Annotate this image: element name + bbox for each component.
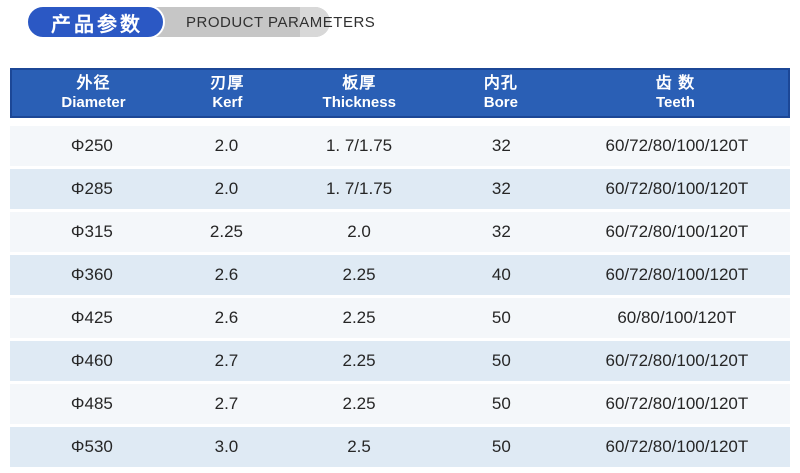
column-header-label-zh: 齿 数 bbox=[655, 74, 696, 92]
table-row: Φ460 2.7 2.25 50 60/72/80/100/120T bbox=[10, 341, 790, 381]
cell-thickness: 1. 7/1.75 bbox=[325, 136, 393, 155]
cell-diameter: Φ460 bbox=[70, 351, 113, 370]
column-header-bore: 内孔 Bore bbox=[439, 70, 563, 116]
cell-teeth: 60/72/80/100/120T bbox=[605, 222, 749, 241]
cell-bore: 50 bbox=[491, 351, 511, 370]
table-row: Φ250 2.0 1. 7/1.75 32 60/72/80/100/120T bbox=[10, 126, 790, 166]
cell-kerf: 2.7 bbox=[214, 394, 239, 413]
cell-teeth: 60/72/80/100/120T bbox=[605, 394, 749, 413]
cell-bore: 50 bbox=[491, 437, 511, 456]
cell-diameter: Φ250 bbox=[70, 136, 113, 155]
cell-kerf: 3.0 bbox=[214, 437, 239, 456]
cell-bore: 32 bbox=[491, 222, 511, 241]
cell-kerf: 2.6 bbox=[214, 308, 239, 327]
cell-diameter: Φ360 bbox=[70, 265, 113, 284]
cell-teeth: 60/80/100/120T bbox=[617, 308, 737, 327]
cell-thickness: 2.25 bbox=[342, 351, 376, 370]
cell-thickness: 2.25 bbox=[342, 394, 376, 413]
cell-bore: 40 bbox=[491, 265, 511, 284]
cell-kerf: 2.6 bbox=[214, 265, 239, 284]
page-title-english: PRODUCT PARAMETERS bbox=[186, 13, 376, 31]
cell-kerf: 2.0 bbox=[214, 136, 239, 155]
column-header-kerf: 刃厚 Kerf bbox=[175, 70, 280, 116]
title-gray-pill-cap bbox=[300, 7, 330, 37]
cell-diameter: Φ530 bbox=[70, 437, 113, 456]
cell-thickness: 2.5 bbox=[347, 437, 371, 456]
column-header-label-zh: 板厚 bbox=[342, 74, 377, 92]
cell-teeth: 60/72/80/100/120T bbox=[605, 351, 749, 370]
cell-kerf: 2.0 bbox=[214, 179, 239, 198]
cell-teeth: 60/72/80/100/120T bbox=[605, 179, 749, 198]
cell-diameter: Φ425 bbox=[70, 308, 113, 327]
column-header-label-en: Diameter bbox=[61, 93, 126, 111]
table-body: Φ250 2.0 1. 7/1.75 32 60/72/80/100/120T … bbox=[10, 126, 790, 467]
cell-thickness: 2.0 bbox=[347, 222, 371, 241]
column-header-thickness: 板厚 Thickness bbox=[280, 70, 439, 116]
column-header-teeth: 齿 数 Teeth bbox=[563, 70, 788, 116]
column-header-label-en: Bore bbox=[483, 93, 518, 111]
cell-thickness: 2.25 bbox=[342, 265, 376, 284]
cell-thickness: 1. 7/1.75 bbox=[325, 179, 393, 198]
column-header-label-en: Thickness bbox=[322, 93, 396, 111]
column-header-label-zh: 外径 bbox=[76, 74, 111, 92]
column-header-diameter: 外径 Diameter bbox=[12, 70, 175, 116]
table-header-row: 外径 Diameter 刃厚 Kerf 板厚 Thickness 内孔 Bore… bbox=[10, 68, 790, 118]
table-row: Φ315 2.25 2.0 32 60/72/80/100/120T bbox=[10, 212, 790, 252]
cell-teeth: 60/72/80/100/120T bbox=[605, 136, 749, 155]
column-header-label-zh: 内孔 bbox=[483, 74, 518, 92]
cell-diameter: Φ315 bbox=[70, 222, 113, 241]
column-header-label-en: Teeth bbox=[656, 93, 695, 111]
cell-thickness: 2.25 bbox=[342, 308, 376, 327]
cell-bore: 50 bbox=[491, 394, 511, 413]
column-header-label-en: Kerf bbox=[212, 93, 243, 111]
cell-diameter: Φ285 bbox=[70, 179, 113, 198]
table-row: Φ425 2.6 2.25 50 60/80/100/120T bbox=[10, 298, 790, 338]
table-row: Φ530 3.0 2.5 50 60/72/80/100/120T bbox=[10, 427, 790, 467]
cell-kerf: 2.25 bbox=[209, 222, 243, 241]
cell-bore: 32 bbox=[491, 179, 511, 198]
page-title-chinese: 产品参数 bbox=[26, 5, 165, 39]
cell-teeth: 60/72/80/100/120T bbox=[605, 265, 749, 284]
cell-bore: 32 bbox=[491, 136, 511, 155]
cell-teeth: 60/72/80/100/120T bbox=[605, 437, 749, 456]
cell-diameter: Φ485 bbox=[70, 394, 113, 413]
column-header-label-zh: 刃厚 bbox=[210, 74, 245, 92]
cell-kerf: 2.7 bbox=[214, 351, 239, 370]
product-parameters-table: 外径 Diameter 刃厚 Kerf 板厚 Thickness 内孔 Bore… bbox=[10, 68, 790, 470]
table-row: Φ485 2.7 2.25 50 60/72/80/100/120T bbox=[10, 384, 790, 424]
table-row: Φ285 2.0 1. 7/1.75 32 60/72/80/100/120T bbox=[10, 169, 790, 209]
table-row: Φ360 2.6 2.25 40 60/72/80/100/120T bbox=[10, 255, 790, 295]
cell-bore: 50 bbox=[491, 308, 511, 327]
